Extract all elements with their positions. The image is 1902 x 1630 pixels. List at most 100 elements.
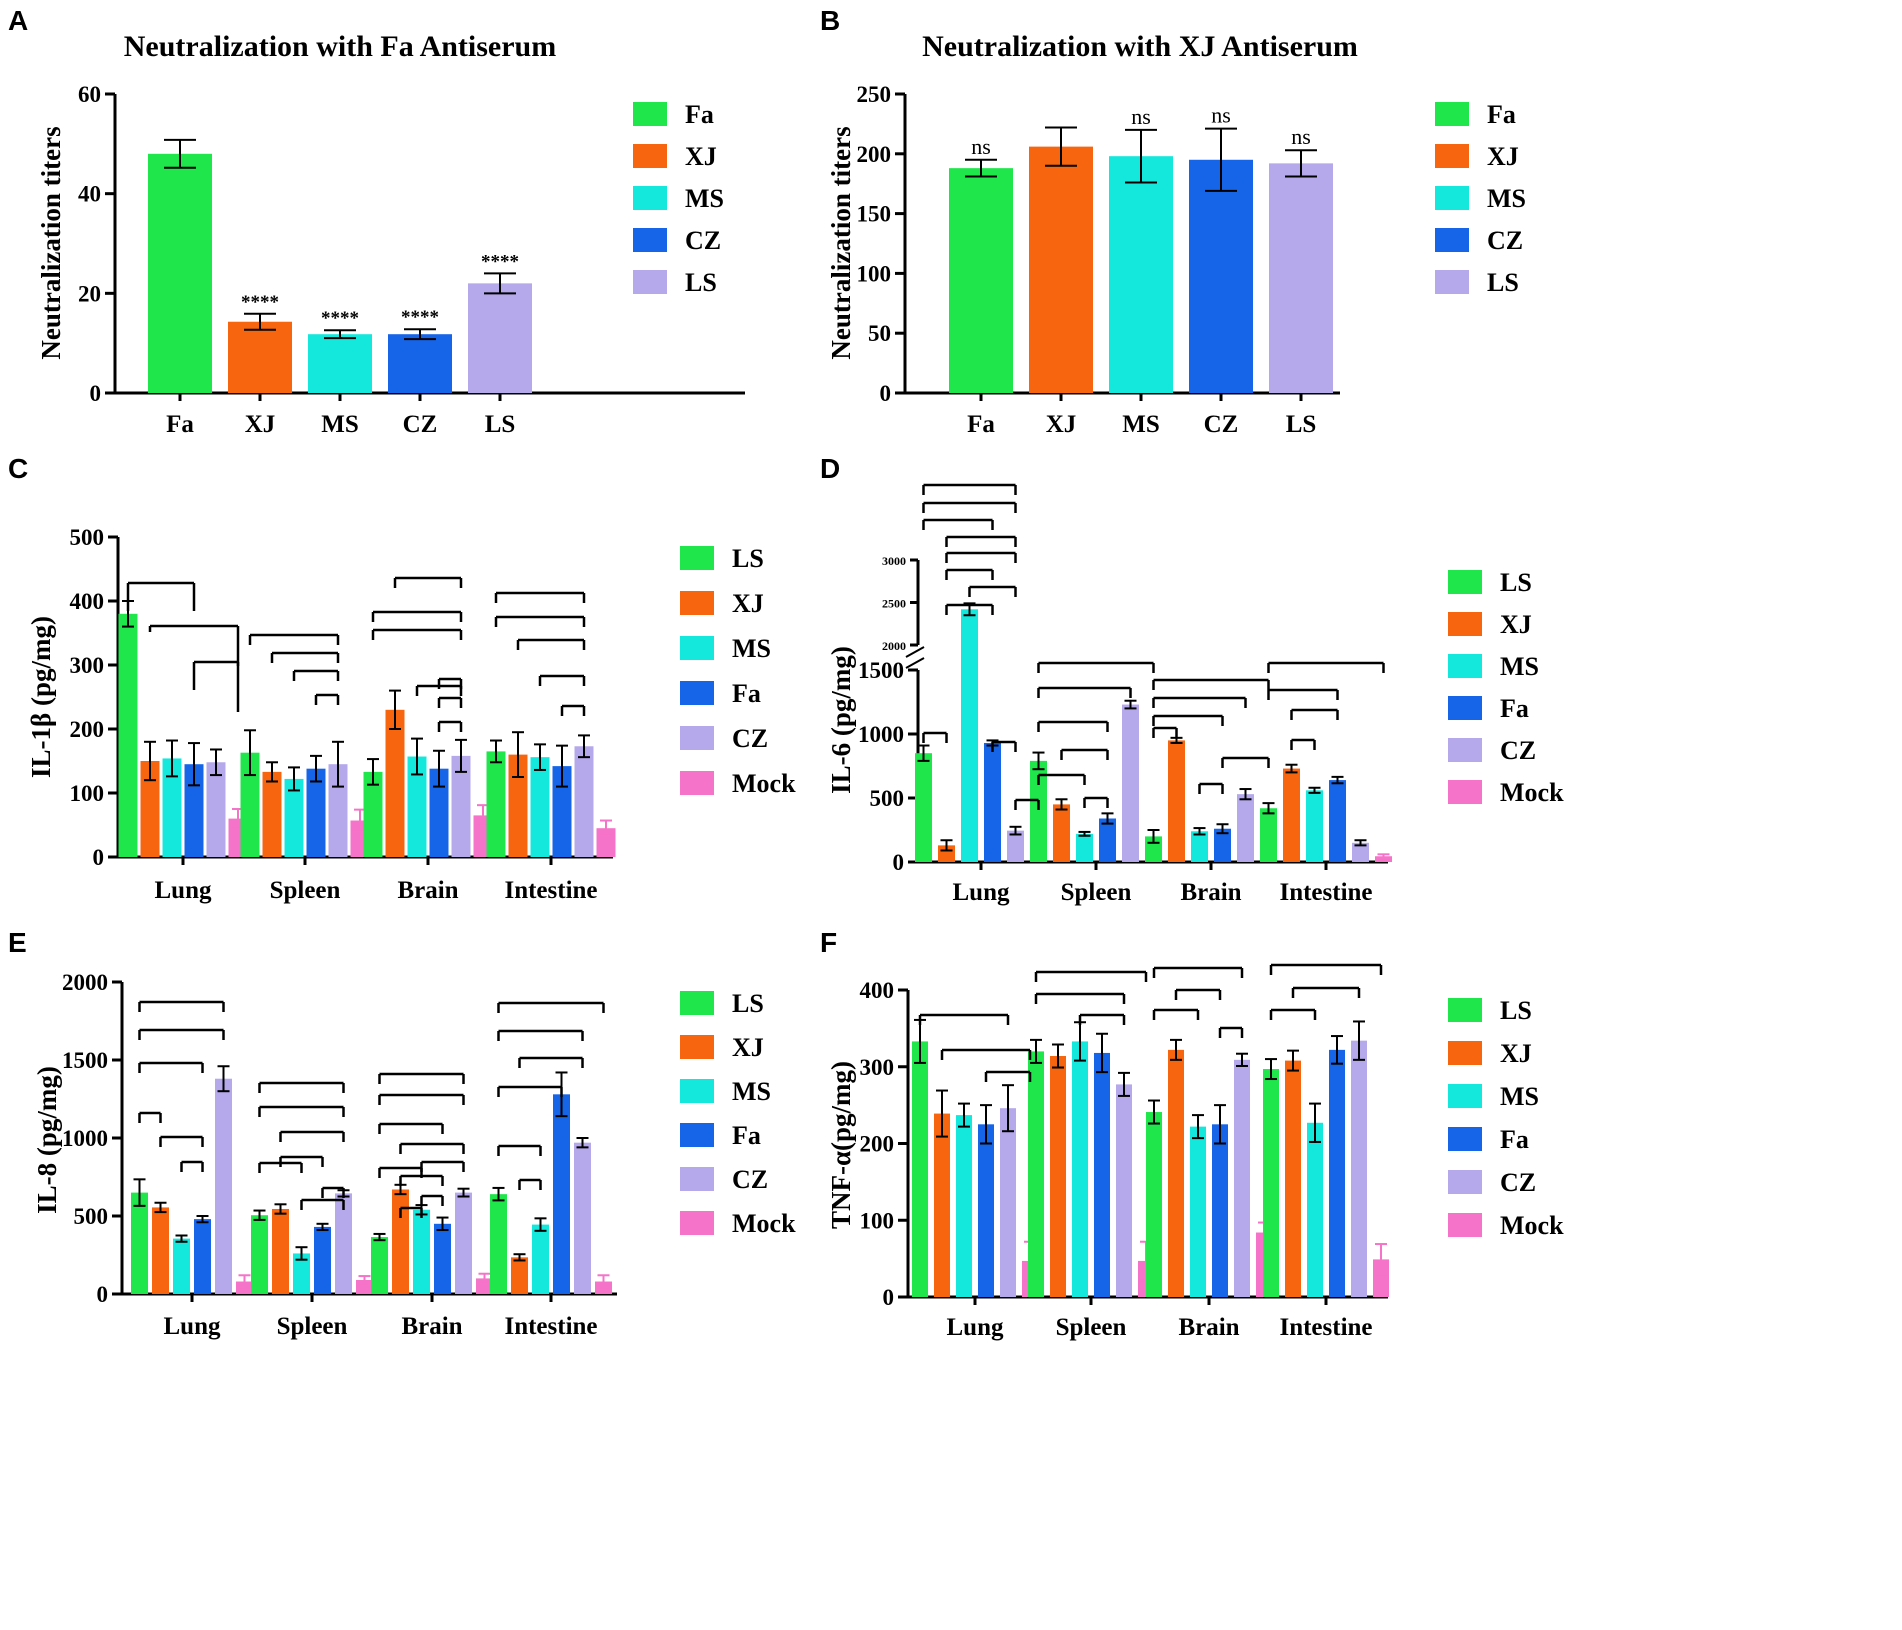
legend-label-ms: MS <box>1487 184 1526 213</box>
legend-swatch-cz <box>1448 738 1482 762</box>
x-tick-label: Lung <box>953 879 1010 906</box>
legend-label-fa: Fa <box>685 100 714 129</box>
bar-fa <box>1099 818 1116 862</box>
legend-swatch-cz <box>680 1167 714 1191</box>
legend-swatch-ms <box>633 186 667 210</box>
legend-label-xj: XJ <box>1500 610 1532 639</box>
legend-swatch-cz <box>633 228 667 252</box>
legend-label-fa: Fa <box>1500 1125 1529 1154</box>
legend-swatch-mock <box>1448 780 1482 804</box>
data-label: **** <box>241 292 279 313</box>
bar-xj <box>392 1189 409 1294</box>
x-tick-label: XJ <box>245 411 276 438</box>
bar-ms <box>961 609 978 862</box>
y-tick-label: 0 <box>90 381 102 406</box>
bar-fa <box>949 168 1013 393</box>
y-axis-label: IL-6 (pg/mg) <box>826 646 856 794</box>
bar-ls <box>912 1041 928 1297</box>
bar-fa <box>553 1094 570 1294</box>
y-tick-label: 0 <box>97 1282 109 1307</box>
bar-xj <box>140 761 160 857</box>
bar-xj <box>511 1257 528 1294</box>
legend-swatch-fa <box>633 102 667 126</box>
y-tick-label: 300 <box>860 1055 895 1080</box>
bar-xj <box>385 709 405 857</box>
y-tick-label: 20 <box>78 281 101 306</box>
bar-xj <box>1168 740 1185 862</box>
legend-swatch-fa <box>680 681 714 705</box>
bar-cz <box>1189 159 1253 393</box>
legend-label-cz: CZ <box>1487 226 1523 255</box>
y-tick-label: 1500 <box>858 658 904 683</box>
bar-ls <box>118 613 138 857</box>
bar-ms <box>530 757 550 857</box>
legend-label-cz: CZ <box>1500 1168 1536 1197</box>
bar-xj <box>262 771 282 857</box>
legend-swatch-fa <box>1448 1127 1482 1151</box>
y-tick-label: 500 <box>74 1204 109 1229</box>
y-tick-label: 40 <box>78 182 101 207</box>
bar-fa <box>434 1223 451 1294</box>
x-tick-label: Spleen <box>1056 1314 1127 1341</box>
bar-ls <box>363 771 383 857</box>
legend-swatch-ms <box>680 1079 714 1103</box>
x-tick-label: Fa <box>967 411 995 438</box>
x-tick-label: Intestine <box>1279 1314 1372 1341</box>
bar-ms <box>413 1209 430 1294</box>
bar-ms <box>1191 831 1208 862</box>
legend-label-xj: XJ <box>732 589 764 618</box>
data-label: ns <box>971 134 991 159</box>
y-tick-label: 100 <box>857 261 892 286</box>
legend-label-cz: CZ <box>732 1165 768 1194</box>
panel-E: E IL-8 (pg/mg) 0 500 1000 1500 2000 Lung Spleen B… <box>8 927 796 1340</box>
y-tick-label: 50 <box>868 321 891 346</box>
y-axis-label: Neutralization titers <box>36 126 66 359</box>
bar-fa <box>1212 1124 1228 1297</box>
legend-swatch-xj <box>1448 612 1482 636</box>
panel-F: F TNF-α(pg/mg) 0 100 200 300 400 Lung Spleen Brai… <box>820 927 1564 1341</box>
panel-B: B Neutralization with XJ Antiserum Neutral… <box>820 5 1526 438</box>
bar-ls <box>1263 1069 1279 1297</box>
bar-cz <box>1352 842 1369 862</box>
legend-swatch-fa <box>680 1123 714 1147</box>
data-label: **** <box>481 251 519 272</box>
legend-label-mock: Mock <box>732 769 796 798</box>
legend-swatch-cz <box>1435 228 1469 252</box>
bar-xj <box>1283 768 1300 862</box>
legend-label-mock: Mock <box>1500 1211 1564 1240</box>
legend-swatch-ms <box>1435 186 1469 210</box>
bar-cz <box>455 1192 472 1294</box>
y-tick-label: 250 <box>857 82 892 107</box>
y-tick-label: 0 <box>893 850 905 875</box>
legend-swatch-xj <box>1448 1041 1482 1065</box>
y-tick-label: 0 <box>883 1285 895 1310</box>
panel-C: C IL-1β (pg/mg) 0 100 200 300 400 500 Lung Spleen… <box>8 453 796 904</box>
bar-ms <box>532 1224 549 1294</box>
x-tick-label: Lung <box>947 1314 1004 1341</box>
bar-cz <box>1351 1040 1367 1297</box>
bar-ls <box>251 1215 268 1294</box>
bar-cz <box>574 746 594 857</box>
bar-mock <box>1373 1259 1389 1297</box>
y-axis-label: IL-8 (pg/mg) <box>32 1066 62 1214</box>
x-tick-label: LS <box>485 411 516 438</box>
x-tick-label: Lung <box>155 877 212 904</box>
bar-ls <box>1028 1051 1044 1297</box>
data-label: **** <box>401 307 439 328</box>
x-tick-label: MS <box>1122 411 1160 438</box>
bar-ms <box>162 758 182 857</box>
bar-xj <box>1050 1056 1066 1297</box>
bar-cz <box>215 1078 232 1294</box>
legend-label-ls: LS <box>732 544 764 573</box>
legend-label-mock: Mock <box>732 1209 796 1238</box>
x-tick-label: MS <box>321 411 359 438</box>
data-label: ns <box>1211 103 1231 128</box>
bar-ms <box>956 1115 972 1297</box>
panel-letter: C <box>8 453 28 484</box>
y-tick-label: 60 <box>78 82 101 107</box>
panel-letter: A <box>8 5 28 36</box>
bar-fa <box>314 1226 331 1294</box>
bar-cz <box>388 334 452 393</box>
legend-label-ls: LS <box>1500 568 1532 597</box>
bar-ls <box>1269 163 1333 393</box>
